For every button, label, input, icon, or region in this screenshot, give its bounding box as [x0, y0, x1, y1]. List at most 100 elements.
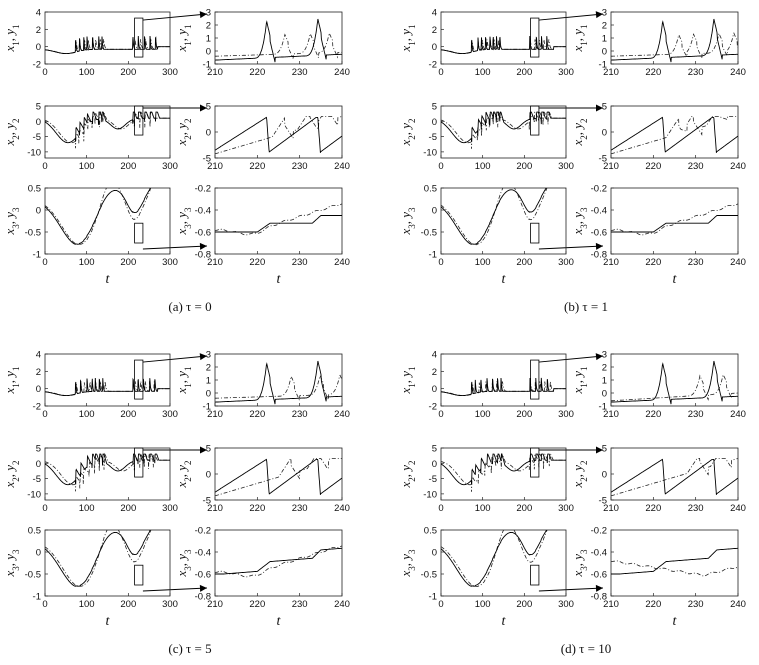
- panel-c-row1-zoom-xtick-label: 210: [207, 409, 223, 420]
- ylabel-part: ,: [398, 377, 413, 384]
- panel-a-row2-main-xtick-label: 100: [79, 161, 95, 172]
- panel-b-row3-main-xtick-label: 0: [438, 257, 443, 268]
- ylabel-part: 1: [407, 366, 417, 371]
- panel-b-row3-main-ytick-label: -0.5: [421, 228, 437, 239]
- panel-c-row3-main-x-series: [45, 530, 151, 587]
- panel-b-row2-main-ytick-label: 5: [432, 102, 437, 113]
- ylabel-part: x: [2, 229, 17, 236]
- ylabel-part: x: [2, 46, 17, 53]
- panel-d-row3-zoom-y-series: [611, 560, 738, 577]
- panel-a-row1-zoom-xtick-label: 220: [249, 67, 265, 78]
- ylabel-part: 1: [11, 366, 21, 371]
- panel-d-row3-zoom-axes: 210 220 230 240 -0.2 -0.4 -0.6 -0.8: [591, 526, 746, 611]
- panel-d-main-xlabel: t: [502, 614, 507, 629]
- ylabel-part: ,: [398, 560, 413, 567]
- panel-c-row3-arrow: [142, 587, 208, 592]
- panel-d-row3-zoom-xtick-label: 210: [603, 599, 619, 610]
- ylabel-part: 3: [183, 549, 193, 554]
- panel-a-row1-main-ytick-label: 2: [36, 25, 41, 36]
- ylabel-part: ,: [570, 377, 585, 384]
- panel-b-row1-zoom-xtick-label: 220: [645, 67, 661, 78]
- panel-a-row3-zoom-ytick-label: -0.8: [195, 250, 211, 261]
- ylabel-part: x: [398, 388, 413, 395]
- ylabel-part: 3: [183, 224, 193, 229]
- ylabel-part: y: [398, 465, 413, 473]
- panel-b-row2-main-xtick-label: 200: [516, 161, 532, 172]
- panel-c-row3-main-ytick-label: 0.5: [28, 526, 41, 537]
- panel-a-row1-zoom-x-series: [215, 18, 342, 63]
- panel-d-row3-zoom-ytick-label: -0.4: [591, 548, 607, 559]
- panel-c-row1-main-xtick-label: 100: [79, 409, 95, 420]
- ylabel-part: 2: [407, 135, 417, 140]
- ylabel-part: 3: [183, 566, 193, 571]
- panel-b-row2-main-ylabel: x2, y2: [398, 118, 417, 146]
- ylabel-part: 1: [407, 383, 417, 388]
- panel-a-row3-zoom-xtick-label: 210: [207, 257, 223, 268]
- panel-c-caption: (c) τ = 5: [168, 641, 211, 656]
- panel-d-row3-zoom-xtick-label: 230: [688, 599, 704, 610]
- ylabel-part: 3: [579, 549, 589, 554]
- ylabel-part: 3: [579, 224, 589, 229]
- panel-c-row1-zoom-xtick-label: 230: [292, 409, 308, 420]
- panel-b-row3-main-xtick-label: 200: [516, 257, 532, 268]
- panel-d-row2-main-y-series: [441, 452, 566, 492]
- panel-d-row3-zoom-xtick-label: 220: [645, 599, 661, 610]
- panel-b-row3-zoom-ytick-label: -0.6: [591, 228, 607, 239]
- panel-c-row2-main-xtick-label: 100: [79, 503, 95, 514]
- panel-b-row1-zoom-ytick-label: 0: [602, 47, 607, 58]
- panel-b-row2-main-ytick-label: -5: [429, 132, 437, 143]
- panel-c-row2-zoom-xtick-label: 230: [292, 503, 308, 514]
- panel-a-row3-main-ytick-label: 0: [36, 206, 41, 217]
- panel-c-row3-main-ylabel: x3, y3: [2, 549, 21, 578]
- panel-a-row1-zoom-box: [134, 17, 144, 58]
- panel-b-row3-zoom-x-series: [611, 215, 738, 233]
- panel-a-row1-main-frame: [44, 11, 171, 65]
- panel-c-row2-main-ytick-label: 5: [36, 444, 41, 455]
- panel-c-row3-zoom-frame: [214, 529, 343, 597]
- panel-b-row2-main-axes: 0 100 200 300 5 0 -5 -10: [423, 102, 574, 173]
- panel-d-row1-zoom-xtick-label: 230: [688, 409, 704, 420]
- ylabel-part: 2: [183, 477, 193, 482]
- ylabel-part: y: [174, 123, 189, 131]
- panel-d-row3-main-xtick-label: 300: [558, 599, 574, 610]
- panel-c-row3-zoom-xtick-label: 230: [292, 599, 308, 610]
- panel-d-row2-arrow-head: [596, 446, 603, 454]
- panel-c-row1-zoom-box: [134, 359, 144, 400]
- panel-b-row3-zoom-xtick-label: 210: [603, 257, 619, 268]
- panel-d-row2-main-ytick-label: 5: [432, 444, 437, 455]
- panel-c-row1-arrow: [142, 355, 208, 363]
- ylabel-part: x: [174, 140, 189, 147]
- panel-d-row1-zoom-xtick-label: 220: [645, 409, 661, 420]
- ylabel-part: 2: [183, 135, 193, 140]
- ylabel-part: ,: [570, 471, 585, 478]
- ylabel-part: 1: [579, 366, 589, 371]
- ylabel-part: 1: [579, 41, 589, 46]
- panel-b-row1-main-xtick-label: 0: [438, 67, 443, 78]
- panel-a-row3-main-axes: 0 100 200 300 0.5 0 -0.5 -1: [25, 184, 178, 269]
- panel-b-row2-zoom-x-series: [611, 116, 738, 153]
- panel-b-row3-zoom-ytick-label: -0.2: [591, 184, 607, 195]
- panel-b-row1-arrow: [538, 13, 604, 21]
- panel-d-row1-arrow: [538, 355, 604, 363]
- ylabel-part: 2: [579, 118, 589, 123]
- panel-a-row1-zoom-ytick-label: 3: [206, 8, 211, 19]
- panel-c-row2-zoom-xtick-label: 240: [334, 503, 350, 514]
- panel-c-row1-zoom-ytick-label: 3: [206, 350, 211, 361]
- panel-c-row1-arrow-head: [199, 353, 207, 361]
- panel-b-row3-zoom-axes: 210 220 230 240 -0.2 -0.4 -0.6 -0.8: [591, 184, 746, 269]
- panel-c-row3-zoom-ytick-label: -0.2: [195, 526, 211, 537]
- panel-d-row1-zoom-ytick-label: 2: [602, 363, 607, 374]
- panel-c-row2-main-ytick-label: -5: [33, 474, 41, 485]
- panel-a-row3-arrow-head: [199, 242, 207, 250]
- ylabel-part: 3: [407, 224, 417, 229]
- panel-a-row1-main-xtick-label: 200: [120, 67, 136, 78]
- panel-d-row3-arrow-head: [595, 584, 603, 592]
- ylabel-part: 2: [183, 118, 193, 123]
- panel-d-row2-main-xtick-label: 200: [516, 503, 532, 514]
- panel-b-row3-main-y-series: [441, 188, 566, 246]
